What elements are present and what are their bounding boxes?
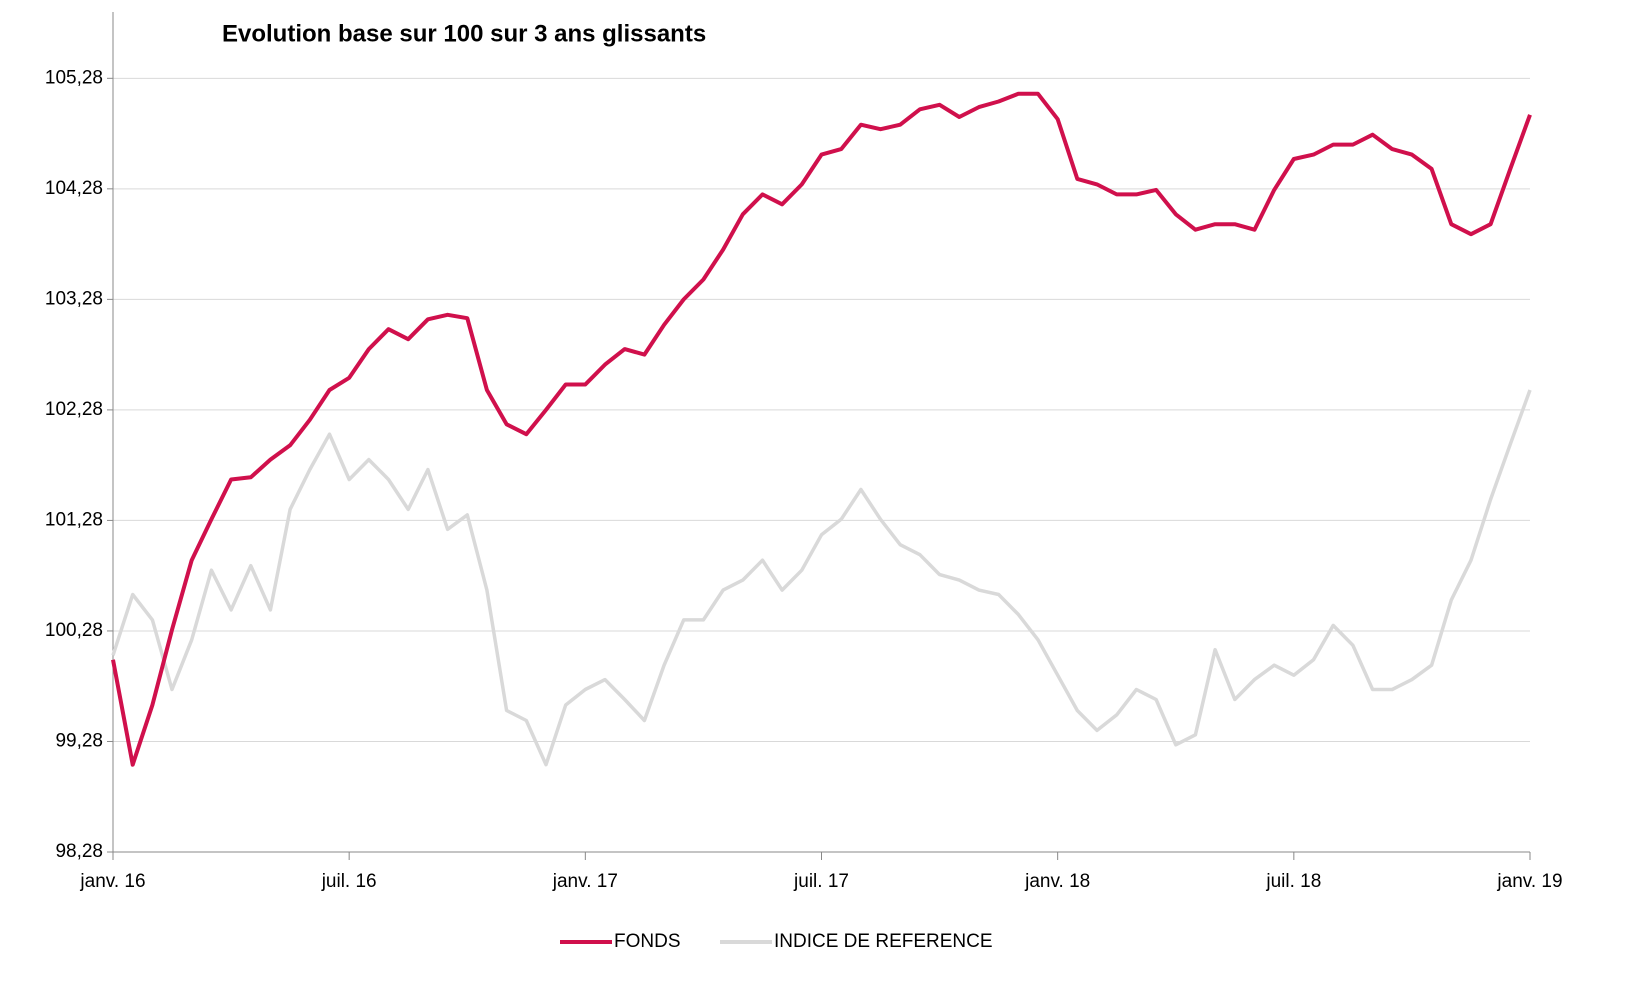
y-tick-label: 99,28 <box>55 730 103 751</box>
y-tick-label: 98,28 <box>55 841 103 862</box>
x-tick-label: janv. 16 <box>79 871 145 892</box>
x-tick-label: janv. 19 <box>1496 871 1562 892</box>
series-line <box>111 91 1532 767</box>
x-tick-label: janv. 18 <box>1024 871 1090 892</box>
x-tick-label: janv. 17 <box>552 871 618 892</box>
y-tick-label: 102,28 <box>45 399 103 420</box>
x-tick-label: juil. 16 <box>321 871 377 892</box>
chart-title: Evolution base sur 100 sur 3 ans glissan… <box>222 20 706 47</box>
y-tick-label: 100,28 <box>45 620 103 641</box>
y-tick-label: 103,28 <box>45 288 103 309</box>
x-tick-label: juil. 17 <box>793 871 849 892</box>
series-line <box>111 389 1532 767</box>
x-tick-label: juil. 18 <box>1265 871 1321 892</box>
legend-label: FONDS <box>614 931 681 952</box>
y-tick-label: 105,28 <box>45 67 103 88</box>
y-tick-label: 104,28 <box>45 178 103 199</box>
legend-label: INDICE DE REFERENCE <box>774 931 993 952</box>
y-tick-label: 101,28 <box>45 509 103 530</box>
